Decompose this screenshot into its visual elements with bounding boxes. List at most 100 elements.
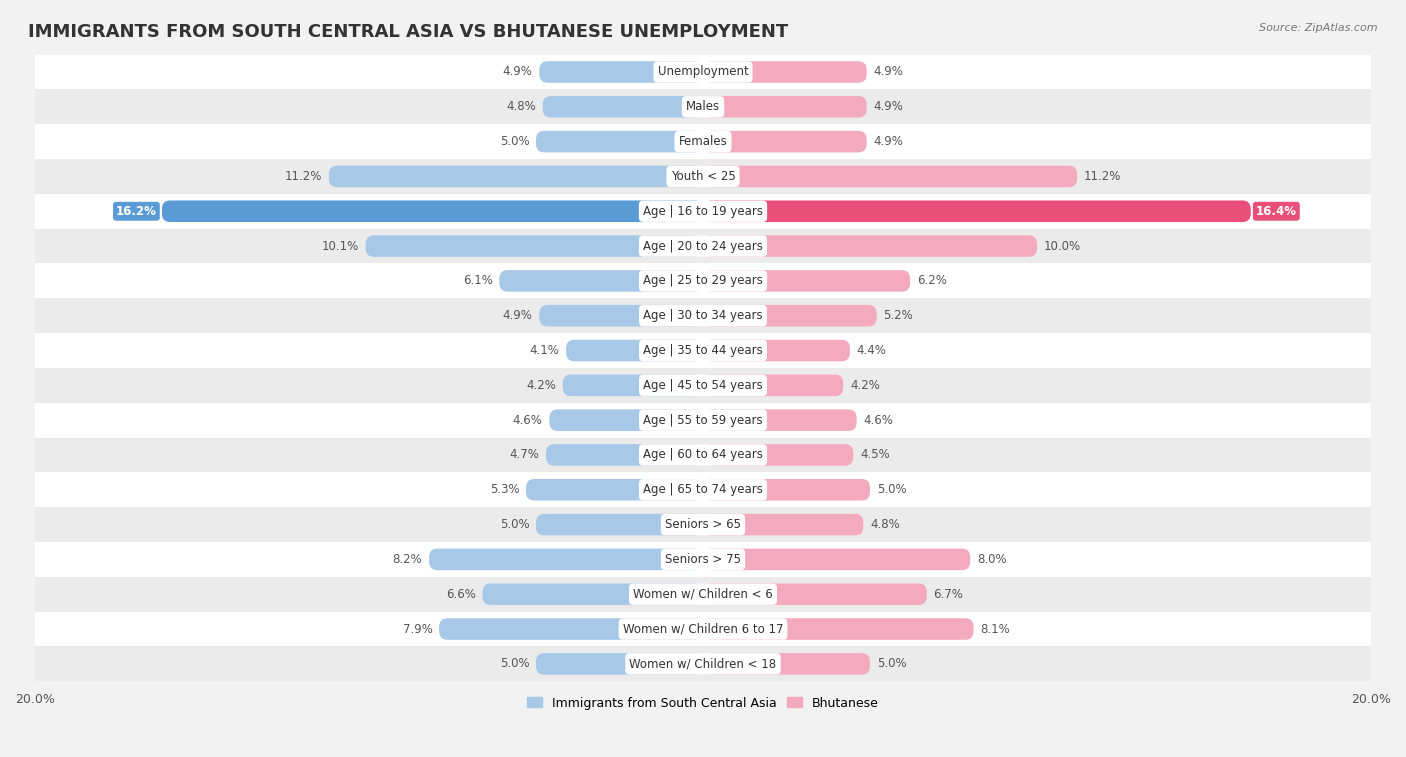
FancyBboxPatch shape <box>429 549 703 570</box>
FancyBboxPatch shape <box>35 229 1371 263</box>
FancyBboxPatch shape <box>550 410 703 431</box>
FancyBboxPatch shape <box>540 305 703 326</box>
FancyBboxPatch shape <box>366 235 703 257</box>
FancyBboxPatch shape <box>35 368 1371 403</box>
FancyBboxPatch shape <box>546 444 703 466</box>
FancyBboxPatch shape <box>35 124 1371 159</box>
Text: 7.9%: 7.9% <box>402 622 433 636</box>
FancyBboxPatch shape <box>703 340 851 361</box>
Text: 4.7%: 4.7% <box>509 448 540 462</box>
Text: Age | 45 to 54 years: Age | 45 to 54 years <box>643 378 763 392</box>
FancyBboxPatch shape <box>35 612 1371 646</box>
Text: Seniors > 65: Seniors > 65 <box>665 518 741 531</box>
Text: Females: Females <box>679 136 727 148</box>
FancyBboxPatch shape <box>703 96 866 117</box>
FancyBboxPatch shape <box>35 159 1371 194</box>
Text: Seniors > 75: Seniors > 75 <box>665 553 741 566</box>
FancyBboxPatch shape <box>162 201 703 222</box>
FancyBboxPatch shape <box>703 166 1077 187</box>
FancyBboxPatch shape <box>703 305 877 326</box>
Text: 5.0%: 5.0% <box>877 483 907 497</box>
Text: Age | 65 to 74 years: Age | 65 to 74 years <box>643 483 763 497</box>
FancyBboxPatch shape <box>703 61 866 83</box>
Text: 8.0%: 8.0% <box>977 553 1007 566</box>
Text: 5.0%: 5.0% <box>499 657 529 671</box>
Text: Males: Males <box>686 101 720 114</box>
Text: Age | 30 to 34 years: Age | 30 to 34 years <box>643 309 763 322</box>
FancyBboxPatch shape <box>536 131 703 152</box>
Text: Age | 25 to 29 years: Age | 25 to 29 years <box>643 274 763 288</box>
Text: 16.4%: 16.4% <box>1256 204 1296 218</box>
FancyBboxPatch shape <box>703 514 863 535</box>
Text: 4.9%: 4.9% <box>873 136 903 148</box>
Text: 11.2%: 11.2% <box>285 170 322 183</box>
FancyBboxPatch shape <box>35 194 1371 229</box>
Text: 5.3%: 5.3% <box>489 483 519 497</box>
Text: 5.0%: 5.0% <box>877 657 907 671</box>
FancyBboxPatch shape <box>35 89 1371 124</box>
FancyBboxPatch shape <box>567 340 703 361</box>
Text: 6.6%: 6.6% <box>446 587 475 601</box>
Text: 6.2%: 6.2% <box>917 274 946 288</box>
Text: 5.2%: 5.2% <box>883 309 912 322</box>
Text: 6.1%: 6.1% <box>463 274 492 288</box>
FancyBboxPatch shape <box>543 96 703 117</box>
FancyBboxPatch shape <box>703 235 1038 257</box>
Text: 4.2%: 4.2% <box>526 378 555 392</box>
Text: 4.6%: 4.6% <box>863 413 893 427</box>
Text: 5.0%: 5.0% <box>499 518 529 531</box>
Text: Women w/ Children < 18: Women w/ Children < 18 <box>630 657 776 671</box>
Text: Unemployment: Unemployment <box>658 66 748 79</box>
Text: Age | 20 to 24 years: Age | 20 to 24 years <box>643 239 763 253</box>
Text: 4.9%: 4.9% <box>873 66 903 79</box>
Text: Women w/ Children 6 to 17: Women w/ Children 6 to 17 <box>623 622 783 636</box>
Text: 16.2%: 16.2% <box>115 204 157 218</box>
FancyBboxPatch shape <box>35 646 1371 681</box>
FancyBboxPatch shape <box>703 584 927 605</box>
Text: 11.2%: 11.2% <box>1084 170 1121 183</box>
FancyBboxPatch shape <box>526 479 703 500</box>
Text: IMMIGRANTS FROM SOUTH CENTRAL ASIA VS BHUTANESE UNEMPLOYMENT: IMMIGRANTS FROM SOUTH CENTRAL ASIA VS BH… <box>28 23 789 41</box>
FancyBboxPatch shape <box>35 403 1371 438</box>
Text: 8.1%: 8.1% <box>980 622 1010 636</box>
Text: 4.4%: 4.4% <box>856 344 887 357</box>
FancyBboxPatch shape <box>540 61 703 83</box>
Text: 4.8%: 4.8% <box>870 518 900 531</box>
FancyBboxPatch shape <box>35 298 1371 333</box>
Text: 4.2%: 4.2% <box>851 378 880 392</box>
FancyBboxPatch shape <box>536 653 703 674</box>
Text: 4.9%: 4.9% <box>503 309 533 322</box>
FancyBboxPatch shape <box>35 472 1371 507</box>
Text: Source: ZipAtlas.com: Source: ZipAtlas.com <box>1260 23 1378 33</box>
FancyBboxPatch shape <box>35 438 1371 472</box>
Text: Age | 60 to 64 years: Age | 60 to 64 years <box>643 448 763 462</box>
Text: 4.6%: 4.6% <box>513 413 543 427</box>
FancyBboxPatch shape <box>35 577 1371 612</box>
FancyBboxPatch shape <box>703 653 870 674</box>
Text: 4.8%: 4.8% <box>506 101 536 114</box>
FancyBboxPatch shape <box>703 410 856 431</box>
Text: 4.1%: 4.1% <box>530 344 560 357</box>
Legend: Immigrants from South Central Asia, Bhutanese: Immigrants from South Central Asia, Bhut… <box>522 692 884 715</box>
FancyBboxPatch shape <box>482 584 703 605</box>
Text: 4.9%: 4.9% <box>503 66 533 79</box>
FancyBboxPatch shape <box>703 131 866 152</box>
Text: 5.0%: 5.0% <box>499 136 529 148</box>
FancyBboxPatch shape <box>703 479 870 500</box>
FancyBboxPatch shape <box>35 507 1371 542</box>
Text: 4.5%: 4.5% <box>860 448 890 462</box>
FancyBboxPatch shape <box>703 444 853 466</box>
FancyBboxPatch shape <box>703 270 910 291</box>
FancyBboxPatch shape <box>703 201 1251 222</box>
FancyBboxPatch shape <box>562 375 703 396</box>
FancyBboxPatch shape <box>703 618 973 640</box>
FancyBboxPatch shape <box>35 333 1371 368</box>
FancyBboxPatch shape <box>35 55 1371 89</box>
Text: 10.0%: 10.0% <box>1043 239 1081 253</box>
Text: 10.1%: 10.1% <box>322 239 359 253</box>
FancyBboxPatch shape <box>536 514 703 535</box>
FancyBboxPatch shape <box>703 549 970 570</box>
Text: Women w/ Children < 6: Women w/ Children < 6 <box>633 587 773 601</box>
FancyBboxPatch shape <box>439 618 703 640</box>
FancyBboxPatch shape <box>703 375 844 396</box>
